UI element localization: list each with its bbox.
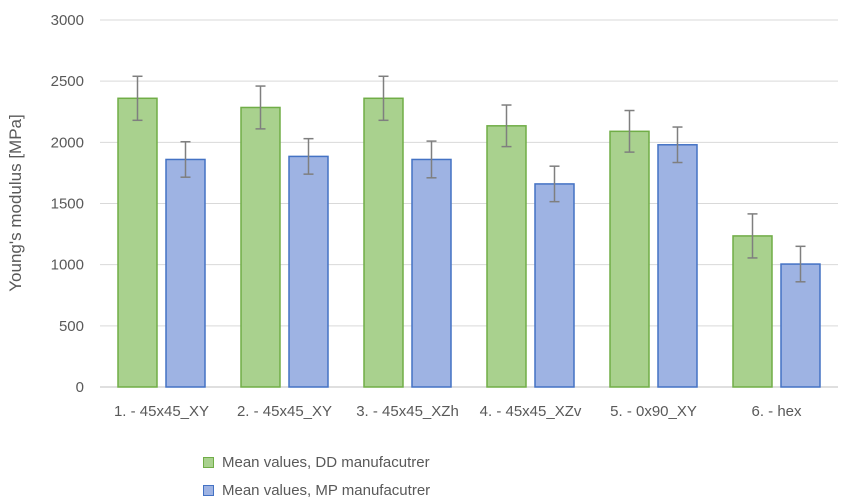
gridlines xyxy=(100,19,838,388)
bar xyxy=(117,97,158,388)
x-tick-label: 4. - 45x45_XZv xyxy=(480,403,582,420)
y-tick-label: 500 xyxy=(59,318,84,335)
bar xyxy=(165,158,206,388)
legend-label-dd: Mean values, DD manufacutrer xyxy=(222,453,430,471)
bar xyxy=(780,263,821,388)
legend-item-dd: Mean values, DD manufacutrer xyxy=(203,448,430,476)
bar xyxy=(534,183,575,388)
bar xyxy=(657,144,698,388)
bar xyxy=(288,155,329,388)
bar xyxy=(486,125,527,388)
y-tick-label: 2000 xyxy=(51,134,84,151)
y-axis-ticks: 0 500 1000 1500 2000 2500 3000 xyxy=(51,12,84,396)
y-tick-label: 1500 xyxy=(51,196,84,213)
legend-swatch-mp xyxy=(203,484,214,496)
x-tick-label: 5. - 0x90_XY xyxy=(610,403,697,420)
bars xyxy=(117,75,821,388)
y-tick-label: 0 xyxy=(76,379,84,396)
y-tick-label: 2500 xyxy=(51,73,84,90)
y-tick-label: 1000 xyxy=(51,257,84,274)
x-tick-label: 6. - hex xyxy=(751,403,802,420)
bar xyxy=(240,106,281,388)
bar xyxy=(363,97,404,388)
x-axis-ticks: 1. - 45x45_XY 2. - 45x45_XY 3. - 45x45_XZh… xyxy=(114,403,802,420)
bar xyxy=(609,130,650,388)
x-tick-label: 3. - 45x45_XZh xyxy=(356,403,459,420)
legend-label-mp: Mean values, MP manufacutrer xyxy=(222,481,431,499)
y-axis-title: Young's modulus [MPa] xyxy=(6,114,25,291)
bar xyxy=(411,158,452,388)
legend: Mean values, DD manufacutrer Mean values… xyxy=(203,448,430,504)
legend-swatch-dd xyxy=(203,456,214,468)
y-tick-label: 3000 xyxy=(51,12,84,29)
x-tick-label: 1. - 45x45_XY xyxy=(114,403,209,420)
legend-item-mp: Mean values, MP manufacutrer xyxy=(203,476,430,504)
x-tick-label: 2. - 45x45_XY xyxy=(237,403,332,420)
